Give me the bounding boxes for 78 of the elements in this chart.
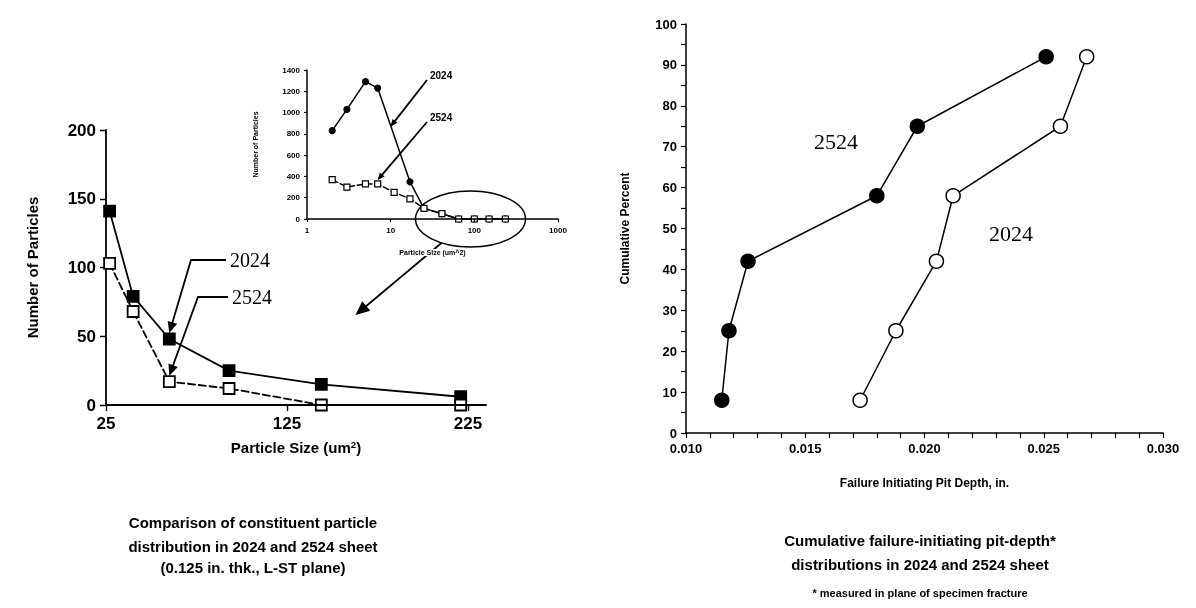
y-tick-label: 0 bbox=[669, 425, 677, 441]
point bbox=[222, 382, 236, 395]
point bbox=[343, 183, 351, 191]
y-tick-label: 70 bbox=[662, 139, 677, 155]
point bbox=[928, 253, 945, 269]
y-tick-label: 0 bbox=[295, 214, 301, 224]
point bbox=[374, 180, 382, 188]
annotation: 2024 bbox=[230, 249, 270, 271]
y-tick-label: 1000 bbox=[282, 108, 301, 118]
point bbox=[406, 195, 414, 203]
y-axis-title: Number of Particles bbox=[24, 196, 41, 339]
y-tick-label: 80 bbox=[662, 98, 677, 114]
point bbox=[126, 305, 140, 318]
y-axis-title: Cumulative Percent bbox=[618, 172, 632, 285]
y-tick-label: 200 bbox=[286, 193, 301, 203]
y-tick-label: 150 bbox=[67, 189, 96, 209]
x-tick-label: 0.025 bbox=[1027, 441, 1061, 456]
point bbox=[945, 188, 961, 204]
x-tick-label: 1 bbox=[304, 225, 310, 235]
point bbox=[343, 105, 351, 113]
y-tick-label: 100 bbox=[655, 16, 677, 32]
x-tick-label: 0.020 bbox=[908, 441, 941, 456]
y-tick-label: 100 bbox=[67, 258, 96, 277]
y-tick-label: 1200 bbox=[282, 86, 301, 96]
point bbox=[721, 323, 737, 339]
y-tick-label: 90 bbox=[662, 57, 677, 73]
point bbox=[328, 127, 336, 135]
y-tick-label: 10 bbox=[662, 384, 677, 400]
x-tick-label: 125 bbox=[272, 414, 302, 433]
y-tick-label: 30 bbox=[662, 302, 677, 318]
point bbox=[374, 84, 382, 92]
y-tick-label: 600 bbox=[286, 150, 301, 160]
x-tick-label: 10 bbox=[386, 225, 396, 235]
x-tick-label: 25 bbox=[96, 414, 116, 433]
point bbox=[1078, 48, 1095, 65]
annotation: 2524 bbox=[232, 286, 272, 308]
x-axis-title: Failure Initiating Pit Depth, in. bbox=[839, 476, 1010, 490]
x-tick-label: 225 bbox=[453, 414, 483, 433]
point bbox=[328, 176, 336, 184]
point bbox=[162, 332, 176, 346]
point bbox=[103, 256, 117, 270]
text: Comparison of constituent particle distribution in 2024 and 2524 sheet bbox=[128, 513, 378, 555]
y-tick-label: 50 bbox=[662, 221, 677, 236]
point bbox=[909, 118, 926, 134]
annotation: 2024 bbox=[430, 69, 453, 81]
x-tick-label: 0.010 bbox=[669, 441, 703, 456]
annotation: 2024 bbox=[989, 220, 1033, 246]
text: Cumulative failure-initiating pit-depth* distributions in 2024 and 2524 sheet bbox=[784, 531, 1056, 573]
y-tick-label: 60 bbox=[662, 180, 677, 196]
y-tick-label: 400 bbox=[286, 171, 301, 181]
x-tick-label: 0.030 bbox=[1146, 441, 1180, 456]
y-tick-label: 200 bbox=[67, 120, 96, 140]
text: * measured in plane of specimen fracture bbox=[812, 586, 1028, 599]
x-tick-label: 100 bbox=[467, 225, 482, 235]
annotation: 2524 bbox=[814, 128, 858, 154]
point bbox=[222, 364, 236, 378]
point bbox=[869, 188, 885, 204]
annotation: 2524 bbox=[430, 111, 453, 123]
point bbox=[1038, 48, 1054, 65]
x-tick-label: 1000 bbox=[549, 225, 568, 235]
point bbox=[314, 377, 328, 391]
point bbox=[888, 323, 904, 339]
point bbox=[740, 253, 756, 269]
point bbox=[852, 392, 868, 409]
x-tick-label: 0.015 bbox=[788, 441, 822, 456]
y-tick-label: 0 bbox=[86, 395, 96, 415]
point bbox=[126, 289, 140, 303]
y-tick-label: 40 bbox=[662, 261, 677, 277]
point bbox=[103, 204, 117, 218]
y-tick-label: 800 bbox=[286, 129, 301, 139]
y-tick-label: 50 bbox=[77, 326, 96, 346]
point bbox=[714, 392, 730, 409]
text: (0.125 in. thk., L-ST plane) bbox=[160, 559, 346, 576]
y-tick-label: 20 bbox=[662, 343, 677, 359]
y-tick-label: 1400 bbox=[282, 65, 301, 75]
point bbox=[390, 188, 398, 196]
point bbox=[162, 375, 176, 389]
point bbox=[1052, 118, 1069, 134]
